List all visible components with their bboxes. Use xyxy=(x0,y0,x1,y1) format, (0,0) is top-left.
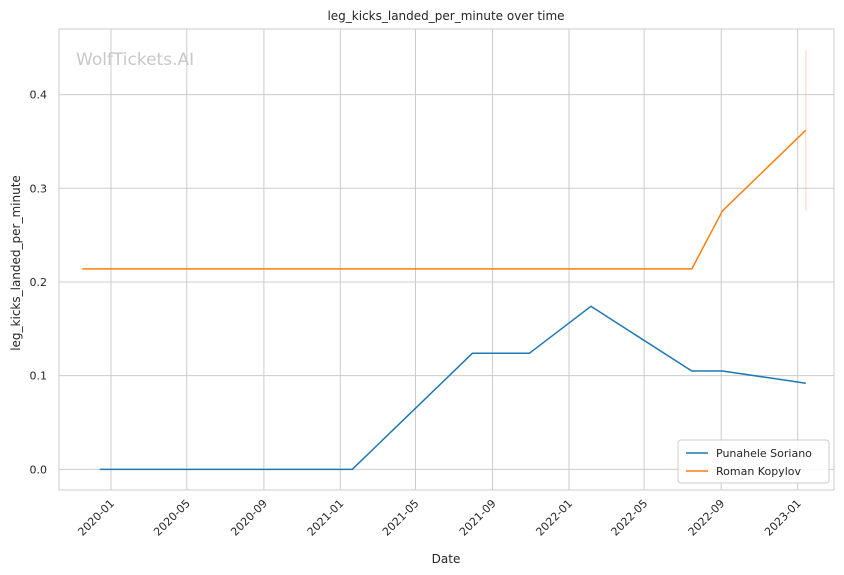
series-layer xyxy=(82,49,807,471)
chart-title: leg_kicks_landed_per_minute over time xyxy=(327,9,564,23)
x-tick-label: 2022-01 xyxy=(533,497,575,539)
x-tick-label: 2023-01 xyxy=(762,497,804,539)
legend-box xyxy=(677,439,830,484)
y-tick-label: 0.4 xyxy=(30,89,48,102)
x-tick-label: 2021-01 xyxy=(305,497,347,539)
legend: Punahele Soriano Roman Kopylov xyxy=(677,439,830,484)
watermark-text: WolfTickets.AI xyxy=(76,50,194,70)
x-axis-title: Date xyxy=(432,552,461,566)
x-tick-label: 2022-09 xyxy=(686,497,728,539)
x-tick-label: 2020-09 xyxy=(228,497,270,539)
x-tick-label: 2021-05 xyxy=(380,497,422,539)
legend-label: Roman Kopylov xyxy=(716,465,801,478)
y-tick-label: 0.0 xyxy=(30,463,48,476)
plot-frame xyxy=(58,28,835,491)
x-tick-label: 2021-09 xyxy=(457,497,499,539)
y-tick-label: 0.1 xyxy=(30,370,48,383)
x-tick-label: 2020-05 xyxy=(151,497,193,539)
series-line-roman-kopylov xyxy=(82,129,807,270)
grid-lines xyxy=(59,29,834,490)
legend-label: Punahele Soriano xyxy=(716,447,812,460)
series-line-punahele-soriano xyxy=(99,305,806,471)
x-tick-labels: 2020-01 2020-05 2020-09 2021-01 2021-05 2021-… xyxy=(75,497,803,539)
x-tick-label: 2020-01 xyxy=(75,497,117,539)
y-tick-label: 0.2 xyxy=(30,276,48,289)
y-axis-title: leg_kicks_landed_per_minute xyxy=(9,175,23,351)
x-tick-label: 2022-05 xyxy=(609,497,651,539)
y-tick-label: 0.3 xyxy=(30,182,48,195)
y-tick-labels: 0.0 0.1 0.2 0.3 0.4 xyxy=(30,89,48,477)
